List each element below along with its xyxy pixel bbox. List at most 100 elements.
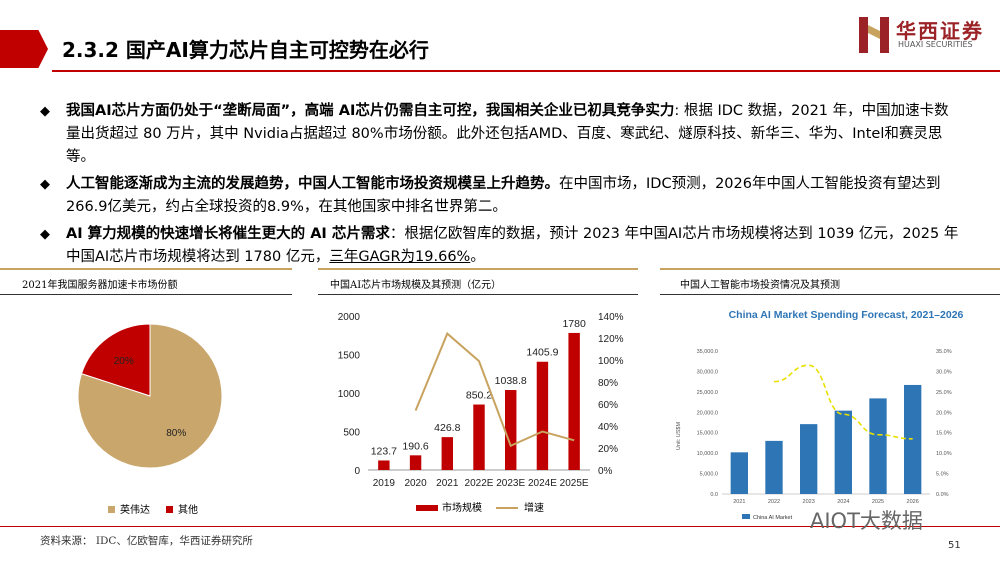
legend-swatch-nvidia <box>108 506 115 513</box>
idc-y2-tick-label: 10.0% <box>936 451 952 457</box>
idc-y-tick-label: 10,000.0 <box>697 451 718 457</box>
panel-title-rule <box>660 294 1000 295</box>
y-tick-label: 500 <box>343 428 360 439</box>
panel-title-rule <box>0 294 292 295</box>
legend-label-market: 市场规模 <box>442 501 482 514</box>
idc-y2-tick-label: 30.0% <box>936 369 952 375</box>
x-tick-label: 2024E <box>528 478 557 489</box>
bar <box>536 361 549 470</box>
idc-y-tick-label: 5,000.0 <box>700 472 718 478</box>
idc-bar <box>800 424 818 494</box>
idc-bar <box>730 452 748 494</box>
idc-y2-tick-label: 20.0% <box>936 410 952 416</box>
x-tick-label: 2023E <box>496 478 525 489</box>
bullet-bold: 人工智能逐渐成为主流的发展趋势，中国人工智能市场投资规模呈上升趋势。 <box>66 176 559 192</box>
footer-divider <box>0 526 1000 527</box>
bullet-text: 在中国市场，IDC预测，2026年中国人工智能投资有望达到266.9亿美元，约占… <box>66 176 941 215</box>
y2-tick-label: 60% <box>598 400 618 411</box>
y2-tick-label: 100% <box>598 356 624 367</box>
y-tick-label: 0 <box>354 466 360 477</box>
pie-legend: 英伟达 其他 <box>108 503 198 516</box>
bullet-text: : 根据 IDC 数据，2021 年，中国加速卡数量出货超过 80 万片，其中 … <box>66 103 949 165</box>
panel-title-rule <box>318 294 638 295</box>
bullet-item: ◆ AI 算力规模的快速增长将催生更大的 AI 芯片需求：根据亿欧智库的数据，预… <box>40 223 960 269</box>
diamond-icon: ◆ <box>40 104 50 119</box>
bar-value-label: 426.8 <box>434 422 460 434</box>
mid-legend: 市场规模 增速 <box>416 501 544 514</box>
bar <box>473 404 485 470</box>
idc-spending-chart: China AI Market Spending Forecast, 2021–… <box>676 309 964 521</box>
panel-title-mid: 中国AI芯片市场规模及其预测（亿元） <box>330 280 502 291</box>
bar <box>441 437 453 470</box>
idc-x-tick-label: 2023 <box>803 499 815 505</box>
bar <box>505 390 517 470</box>
legend-label-idc: China AI Market <box>753 515 793 521</box>
bullet-list: ◆ 我国AI芯片方面仍处于“垄断局面”，高端 AI芯片仍需自主可控，我国相关企业… <box>40 100 960 273</box>
idc-bar <box>765 440 783 494</box>
idc-y-tick-label: 0.0 <box>710 492 718 498</box>
bullet-text: ：根据亿欧智库的数据，预计 2023 年中国AI芯片市场规模将达到 1039 亿… <box>66 226 959 265</box>
idc-x-tick-label: 2024 <box>837 499 849 505</box>
idc-y-label: Unit: US$M <box>676 422 682 451</box>
legend-label-other: 其他 <box>178 503 198 516</box>
idc-y2-tick-label: 15.0% <box>936 431 952 437</box>
idc-y2-tick-label: 25.0% <box>936 390 952 396</box>
idc-x-tick-label: 2025 <box>872 499 884 505</box>
page-number: 51 <box>948 540 961 551</box>
legend-label-growth: 增速 <box>524 501 544 514</box>
panel-top-line <box>0 268 292 270</box>
legend-swatch-idc <box>742 514 750 519</box>
header-accent <box>0 30 48 68</box>
y-tick-label: 1500 <box>338 351 361 362</box>
panel-title-left: 2021年我国服务器加速卡市场份额 <box>22 280 178 291</box>
bar <box>568 332 580 470</box>
legend-swatch-other <box>166 506 173 513</box>
page-title: 2.3.2 国产AI算力芯片自主可控势在必行 <box>62 38 429 62</box>
idc-bar <box>869 398 887 494</box>
bar <box>409 455 422 470</box>
idc-bar <box>834 410 852 494</box>
idc-growth-line <box>773 364 913 440</box>
bullet-bold: 我国AI芯片方面仍处于“垄断局面”，高端 AI芯片仍需自主可控，我国相关企业已初… <box>66 103 675 119</box>
idc-y-tick-label: 15,000.0 <box>697 431 718 437</box>
idc-bar <box>904 384 922 494</box>
logo-cn-text: 华西证券 <box>896 19 984 43</box>
y2-tick-label: 80% <box>598 378 618 389</box>
idc-y2-tick-label: 0.0% <box>936 492 949 498</box>
idc-y2-tick-label: 35.0% <box>936 349 952 355</box>
huaxi-logo-icon <box>859 17 889 53</box>
growth-line <box>414 331 575 448</box>
x-tick-label: 2019 <box>373 478 396 489</box>
bullet-item: ◆ 人工智能逐渐成为主流的发展趋势，中国人工智能市场投资规模呈上升趋势。在中国市… <box>40 173 960 219</box>
idc-x-tick-label: 2026 <box>907 499 919 505</box>
idc-y-tick-label: 35,000.0 <box>697 349 718 355</box>
pie-chart: 20% 80% 英伟达 其他 <box>77 323 223 516</box>
pie-data-label: 20% <box>114 356 134 367</box>
footer-source: 资料来源： IDC、亿欧智库，华西证券研究所 <box>40 535 253 547</box>
x-tick-label: 2020 <box>404 478 427 489</box>
bar-value-label: 1038.8 <box>495 375 527 387</box>
y2-tick-label: 140% <box>598 312 624 323</box>
y-tick-label: 1000 <box>338 389 361 400</box>
header-divider <box>52 70 1000 72</box>
idc-y-tick-label: 20,000.0 <box>697 410 718 416</box>
x-tick-label: 2021 <box>436 478 459 489</box>
logo-en-text: HUAXI SECURITIES <box>898 40 973 49</box>
watermark-text: AIOT大数据 <box>810 509 923 533</box>
idc-legend: China AI Market <box>742 514 793 521</box>
bullet-bold: AI 算力规模的快速增长将催生更大的 AI 芯片需求 <box>66 226 390 242</box>
legend-label-nvidia: 英伟达 <box>120 503 150 516</box>
bar-value-label: 190.6 <box>402 440 428 452</box>
bar-value-label: 1405.9 <box>526 347 558 359</box>
idc-y-tick-label: 25,000.0 <box>697 390 718 396</box>
pie-data-label: 80% <box>166 428 186 439</box>
y-tick-label: 2000 <box>338 312 361 323</box>
bar <box>378 460 390 470</box>
y2-tick-label: 120% <box>598 334 624 345</box>
y2-tick-label: 0% <box>598 466 613 477</box>
idc-x-tick-label: 2021 <box>733 499 745 505</box>
panel-top-line <box>660 268 1000 270</box>
bar-value-label: 1780 <box>562 318 586 330</box>
idc-y2-tick-label: 5.0% <box>936 472 949 478</box>
panel-top-line <box>318 268 638 270</box>
